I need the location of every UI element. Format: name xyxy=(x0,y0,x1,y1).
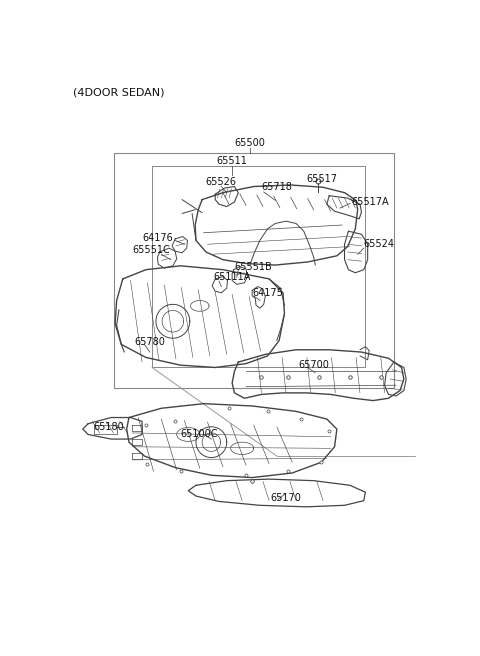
Text: 65517A: 65517A xyxy=(351,197,389,207)
Text: 65718: 65718 xyxy=(262,182,292,192)
Text: 65526: 65526 xyxy=(206,177,237,187)
Text: 65180: 65180 xyxy=(94,422,124,432)
Text: 64175: 64175 xyxy=(252,288,283,298)
Text: 65500: 65500 xyxy=(234,138,265,148)
Text: 65517: 65517 xyxy=(306,174,337,184)
Text: 65700: 65700 xyxy=(299,360,329,370)
Text: (4DOOR SEDAN): (4DOOR SEDAN) xyxy=(73,88,164,98)
Text: 65111A: 65111A xyxy=(213,272,250,281)
Text: 65551B: 65551B xyxy=(234,262,272,272)
Text: 64176: 64176 xyxy=(143,233,174,243)
Text: 65524: 65524 xyxy=(364,239,395,249)
Text: 65100C: 65100C xyxy=(180,428,218,439)
Text: 65511: 65511 xyxy=(216,156,248,166)
Text: 65780: 65780 xyxy=(134,337,165,347)
Bar xyxy=(114,153,394,388)
Text: 65170: 65170 xyxy=(271,493,301,503)
Bar xyxy=(152,166,365,367)
Text: 65551C: 65551C xyxy=(133,245,170,255)
